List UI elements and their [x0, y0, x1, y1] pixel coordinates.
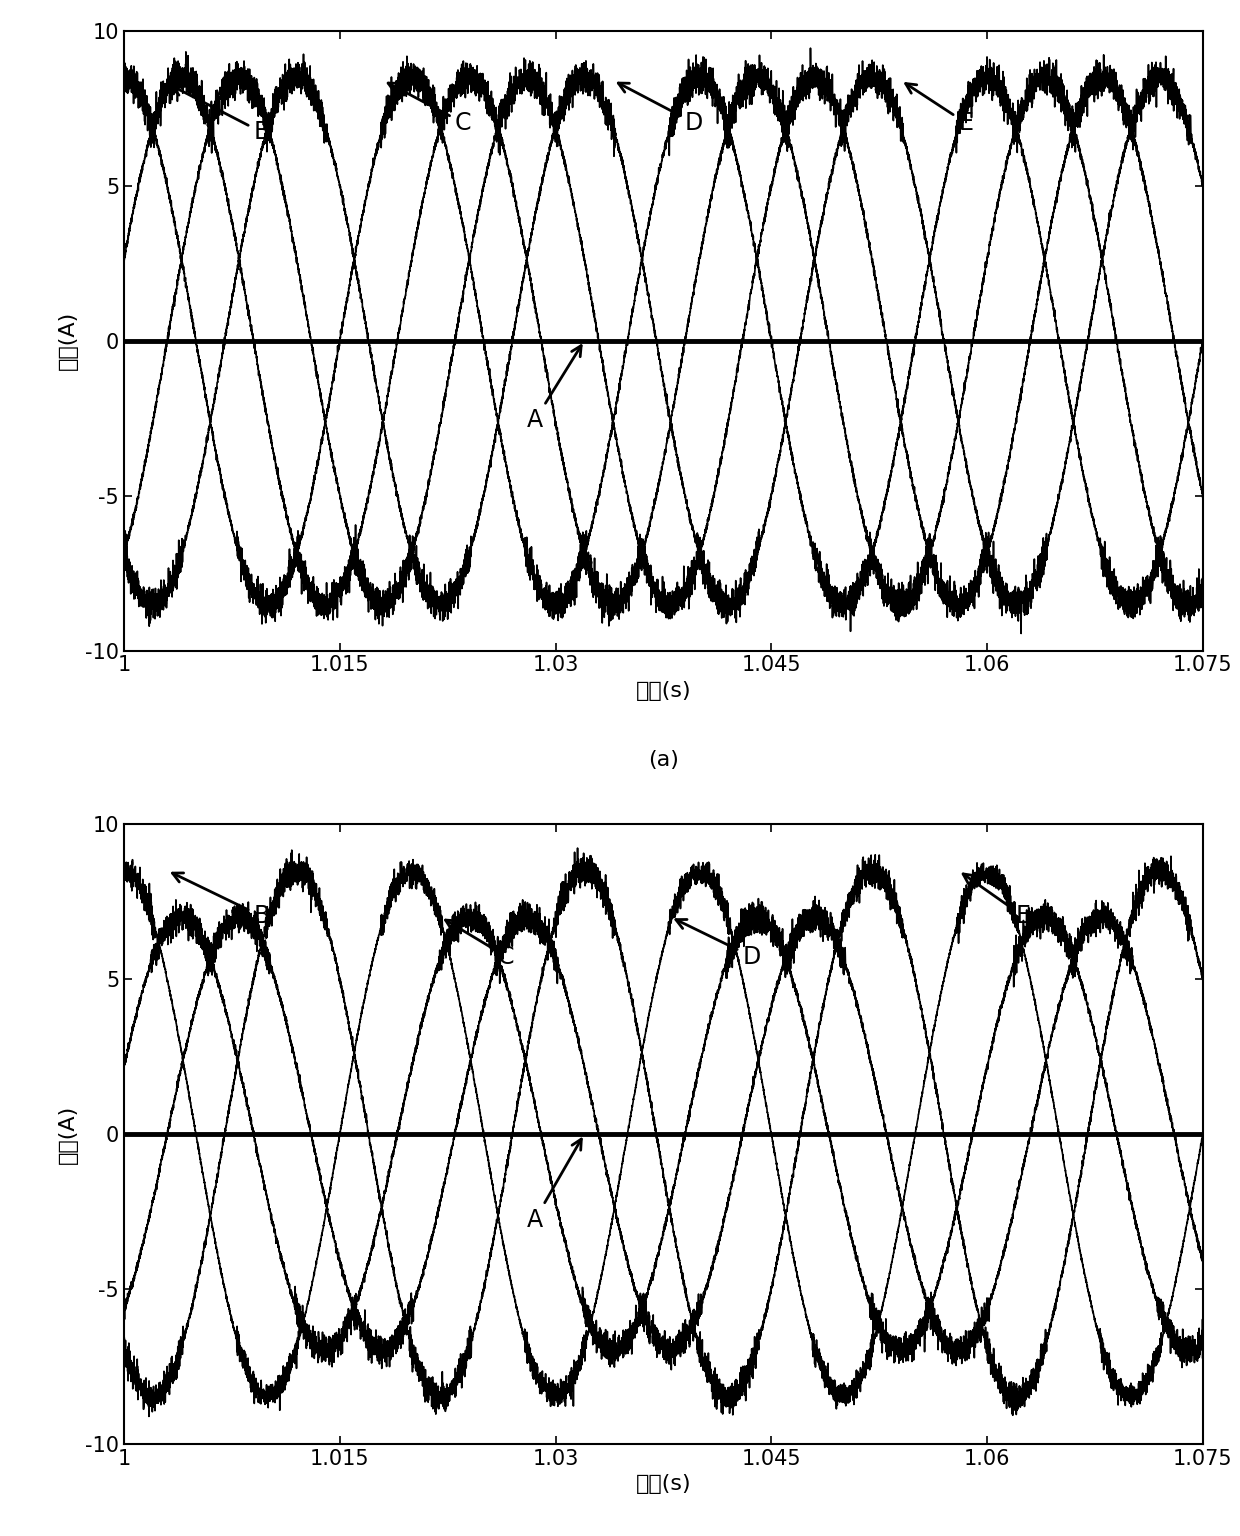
X-axis label: 时间(s): 时间(s)	[636, 1475, 691, 1495]
Text: A: A	[527, 346, 582, 433]
Text: C: C	[445, 920, 515, 969]
Text: (a): (a)	[649, 750, 678, 770]
Text: D: D	[619, 83, 703, 135]
Text: A: A	[527, 1140, 582, 1232]
Y-axis label: 电流(A): 电流(A)	[58, 1104, 78, 1164]
Text: B: B	[172, 86, 270, 144]
Text: E: E	[963, 874, 1030, 928]
Text: C: C	[388, 83, 471, 135]
Text: D: D	[676, 920, 761, 969]
Text: E: E	[905, 83, 973, 135]
Y-axis label: 电流(A): 电流(A)	[58, 310, 78, 370]
Text: B: B	[172, 872, 270, 928]
X-axis label: 时间(s): 时间(s)	[636, 680, 691, 700]
